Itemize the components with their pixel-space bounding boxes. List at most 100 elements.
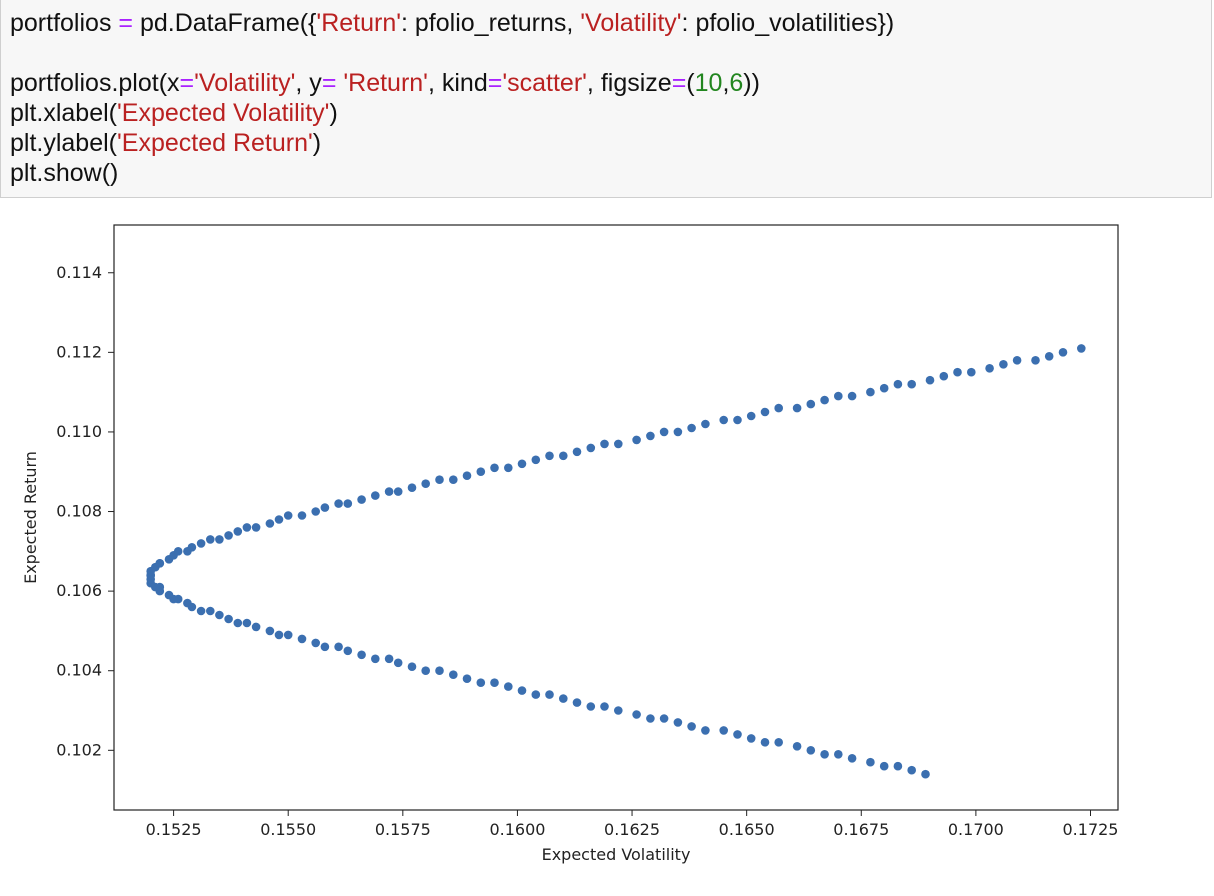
data-point [806,746,816,755]
data-point [659,427,669,437]
data-point [866,757,875,767]
data-point [907,379,916,389]
data-point [407,483,417,493]
data-point [421,666,431,675]
data-point [196,606,206,616]
data-point [371,654,380,664]
data-point [393,487,403,496]
data-point [206,535,215,544]
data-point [215,610,224,620]
code-line: plt.show() [10,158,894,188]
data-point [187,543,197,552]
code-token: 10 [694,69,723,97]
x-tick-label: 0.1725 [1063,820,1119,839]
code-editor[interactable]: portfolios = pd.DataFrame({'Return': pfo… [10,8,894,188]
data-point [233,527,243,536]
data-point [265,519,275,528]
code-token: = [321,69,337,97]
y-tick-label: 0.110 [56,422,102,441]
data-point [242,523,252,532]
x-tick-label: 0.1650 [719,820,775,839]
data-point [311,507,321,516]
x-axis-ticks: 0.1525 0.1550 0.1575 0.1600 0.1625 0.1650 0.16… [146,810,1119,839]
data-point [600,439,609,449]
code-token: plt.ylabel( [10,129,117,157]
data-point [925,375,935,385]
code-token: = [671,69,687,97]
data-point [173,547,183,556]
data-point [517,686,527,695]
data-point [820,750,829,759]
data-point [953,367,962,377]
code-line: portfolios.plot(x='Volatility', y= 'Retu… [10,68,894,98]
code-token: 6 [729,69,744,97]
data-point [164,590,174,600]
y-tick-label: 0.112 [56,342,102,361]
data-point [504,463,513,473]
data-point [792,742,802,751]
data-point [274,630,284,640]
data-point [632,710,641,719]
data-point [893,761,903,771]
scatter-plot: 0.1525 0.1550 0.1575 0.1600 0.1625 0.1650 0.16… [21,224,1119,864]
data-point [701,726,710,735]
code-token: portfolios [10,9,119,37]
data-point [847,391,857,401]
data-point [719,415,728,425]
data-point [449,475,458,485]
data-point [196,539,206,548]
data-point [421,479,431,489]
code-token: ) [312,129,322,157]
data-point [462,674,472,683]
x-tick-label: 0.1575 [375,820,431,839]
data-point [687,722,696,731]
data-point [476,467,486,477]
code-token: , figsize [586,69,672,97]
data-point [893,379,903,389]
data-point [792,403,802,413]
data-point [907,765,916,775]
data-point [545,690,554,699]
data-point [1044,352,1054,361]
data-point [545,451,554,461]
data-point [746,734,756,743]
data-point [572,447,582,457]
code-token: 'Volatility' [194,69,296,97]
data-point [847,754,857,763]
y-tick-label: 0.108 [56,502,102,521]
y-tick-label: 0.106 [56,581,102,600]
data-point [531,455,541,465]
data-point [265,626,275,636]
data-point [490,463,499,473]
data-point [1058,348,1068,357]
data-point [490,678,499,687]
data-point [985,364,994,373]
data-point [334,499,343,508]
data-point [687,423,696,433]
code-token: plt.show() [10,159,119,187]
code-token: 'Volatility' [580,9,682,37]
data-point [586,702,596,711]
data-point [206,606,215,616]
data-point [572,698,582,707]
code-token: = [487,69,503,97]
data-point [504,682,513,691]
data-point [733,415,742,425]
data-point [334,642,343,652]
data-point [393,658,403,668]
data-point [242,618,252,628]
data-point [820,395,829,405]
data-point [1012,356,1022,365]
code-cell[interactable]: portfolios = pd.DataFrame({'Return': pfo… [0,0,1212,198]
data-points [146,344,1086,779]
data-point [283,511,293,520]
data-point [1031,356,1040,365]
data-point [297,511,307,520]
data-point [320,642,330,652]
data-point [283,630,293,640]
data-point [646,431,655,441]
y-tick-label: 0.104 [56,661,102,680]
code-token: 'Expected Return' [117,129,313,157]
data-point [407,662,417,671]
x-tick-label: 0.1525 [146,820,202,839]
